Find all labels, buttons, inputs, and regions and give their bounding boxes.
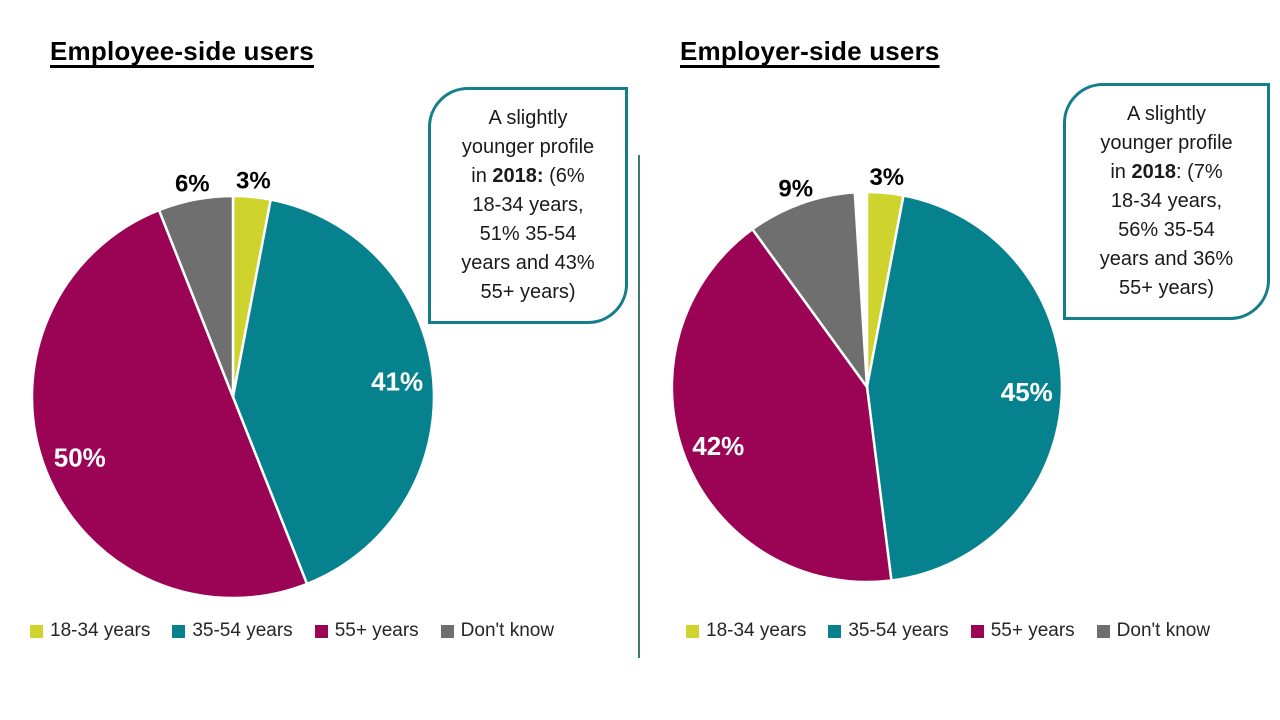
pie-slice-35-54-years xyxy=(865,194,1064,582)
pie-slice-55-years xyxy=(670,227,893,584)
legend-label: Don't know xyxy=(460,620,555,641)
legend-item: 55+ years xyxy=(970,620,1075,642)
legend-item: 55+ years xyxy=(314,620,419,642)
pie-slice-55-years xyxy=(30,208,309,600)
callout-text-before: A slightly younger profile in xyxy=(461,107,595,187)
legend-swatch-icon xyxy=(30,624,43,638)
legend-swatch-icon xyxy=(1096,624,1110,638)
legend-label: 55+ years xyxy=(334,620,419,641)
legend-employee-side: 18-34 years 35-54 years 55+ years Don't kno… xyxy=(30,620,554,642)
legend-employer-side: 18-34 years 35-54 years 55+ years Don't kno… xyxy=(686,620,1210,642)
legend-swatch-icon xyxy=(440,624,454,638)
pie-data-label: 45% xyxy=(1001,377,1053,407)
callout-text-bold: 2018: xyxy=(492,165,544,187)
pie-data-label: 9% xyxy=(778,175,813,202)
pie-chart-employee-side: 3% 41% 50% 6% xyxy=(30,167,436,600)
legend-swatch-icon xyxy=(172,624,186,638)
pie-slice-35-54-years xyxy=(231,198,436,586)
legend-swatch-icon xyxy=(314,624,328,638)
legend-item: 35-54 years xyxy=(828,620,949,642)
legend-item: 18-34 years xyxy=(686,620,806,642)
legend-item: 35-54 years xyxy=(172,620,293,642)
callout-text: A slightly younger profile in 2018: (7% … xyxy=(1097,100,1236,303)
chart-title-employer-side: Employer-side users xyxy=(680,36,940,66)
pie-chart-employer-side: 3% 45% 42% 9% xyxy=(670,164,1064,584)
callout-employer-side: A slightly younger profile in 2018: (7% … xyxy=(1063,83,1270,320)
callout-text-before: A slightly younger profile in xyxy=(1100,103,1233,183)
pie-data-label: 3% xyxy=(236,167,271,194)
legend-label: 55+ years xyxy=(990,620,1075,641)
legend-item: 18-34 years xyxy=(30,620,150,642)
callout-text-bold: 2018 xyxy=(1131,161,1176,183)
pie-slice-don-t-know xyxy=(751,191,869,389)
pie-data-label: 3% xyxy=(869,164,904,191)
legend-swatch-icon xyxy=(686,624,699,638)
pie-data-label: 42% xyxy=(692,431,744,461)
legend-label: 18-34 years xyxy=(50,620,151,641)
callout-text-after: : (7% 18-34 years, 56% 35-54 years and 3… xyxy=(1099,161,1234,299)
chart-title-employee-side: Employee-side users xyxy=(50,36,314,66)
legend-item: Don't know xyxy=(1096,620,1211,642)
legend-label: 35-54 years xyxy=(192,620,293,641)
pie-data-label: 6% xyxy=(175,170,210,197)
divider-line xyxy=(638,155,640,658)
callout-employee-side: A slightly younger profile in 2018: (6% … xyxy=(428,87,628,324)
pie-data-label: 50% xyxy=(54,443,106,473)
legend-label: 35-54 years xyxy=(848,620,949,641)
legend-swatch-icon xyxy=(828,624,842,638)
pie-data-label: 41% xyxy=(371,367,423,397)
callout-text: A slightly younger profile in 2018: (6% … xyxy=(459,104,597,307)
legend-swatch-icon xyxy=(970,624,984,638)
legend-label: 18-34 years xyxy=(706,620,807,641)
legend-label: Don't know xyxy=(1116,620,1211,641)
legend-item: Don't know xyxy=(440,620,555,642)
callout-text-after: (6% 18-34 years, 51% 35-54 years and 43%… xyxy=(461,165,595,303)
pie-slice-don-t-know xyxy=(157,194,235,399)
